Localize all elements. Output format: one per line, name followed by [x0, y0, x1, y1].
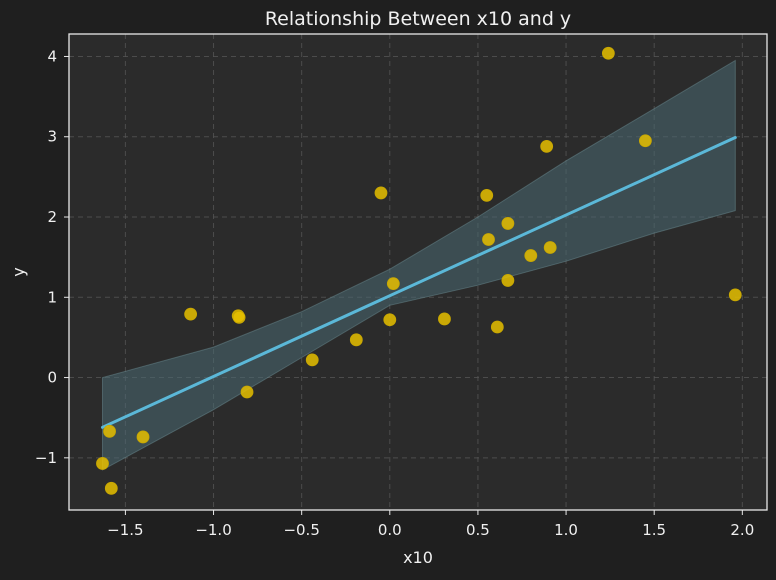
data-point — [240, 385, 254, 399]
data-point — [438, 312, 451, 326]
data-point — [383, 313, 397, 327]
data-point — [482, 233, 495, 246]
confidence-band — [102, 59, 736, 471]
data-point — [543, 241, 557, 254]
y-tick-label: 4 — [47, 47, 57, 65]
y-tick-label: 2 — [47, 208, 57, 226]
data-point — [501, 217, 515, 230]
y-tick-label: 1 — [47, 288, 57, 306]
data-point — [638, 134, 652, 148]
data-point — [103, 424, 116, 438]
data-point — [524, 249, 538, 262]
x-axis-ticks: −1.5 −1.0 −0.5 0.0 0.5 1.0 1.5 2.0 — [107, 510, 754, 539]
data-point — [349, 333, 363, 347]
x-tick-label: 0.5 — [466, 521, 490, 539]
regression-line-layer — [100, 136, 737, 429]
data-point — [136, 430, 150, 444]
data-point — [96, 457, 109, 470]
data-point — [601, 46, 615, 60]
data-point — [232, 310, 246, 324]
y-axis-ticks: −1 0 1 2 3 4 — [35, 47, 69, 467]
x-tick-label: −0.5 — [283, 521, 319, 539]
x-axis-label: x10 — [403, 548, 433, 567]
data-point — [305, 353, 319, 367]
x-tick-label: 1.0 — [554, 521, 578, 539]
data-point — [386, 277, 400, 291]
regression-line — [100, 136, 737, 429]
y-tick-label: 0 — [47, 369, 57, 387]
x-tick-label: 1.5 — [642, 521, 666, 539]
plot-frame — [68, 33, 768, 511]
data-point — [480, 188, 494, 202]
x-tick-label: 0.0 — [378, 521, 402, 539]
confidence-band-layer — [102, 59, 736, 471]
y-tick-label: 3 — [47, 128, 57, 146]
data-point — [728, 288, 742, 302]
scatter-points-layer — [96, 46, 742, 495]
chart-title: Relationship Between x10 and y — [265, 8, 571, 30]
x-tick-label: −1.0 — [195, 521, 231, 539]
x-tick-label: 2.0 — [730, 521, 754, 539]
y-axis-label: y — [9, 267, 28, 276]
data-point — [374, 186, 388, 200]
data-point — [540, 139, 554, 153]
data-point — [184, 307, 198, 321]
data-point — [501, 274, 515, 287]
y-tick-label: −1 — [35, 449, 57, 467]
data-point — [104, 481, 118, 495]
data-point — [490, 320, 504, 334]
x-tick-label: −1.5 — [107, 521, 143, 539]
